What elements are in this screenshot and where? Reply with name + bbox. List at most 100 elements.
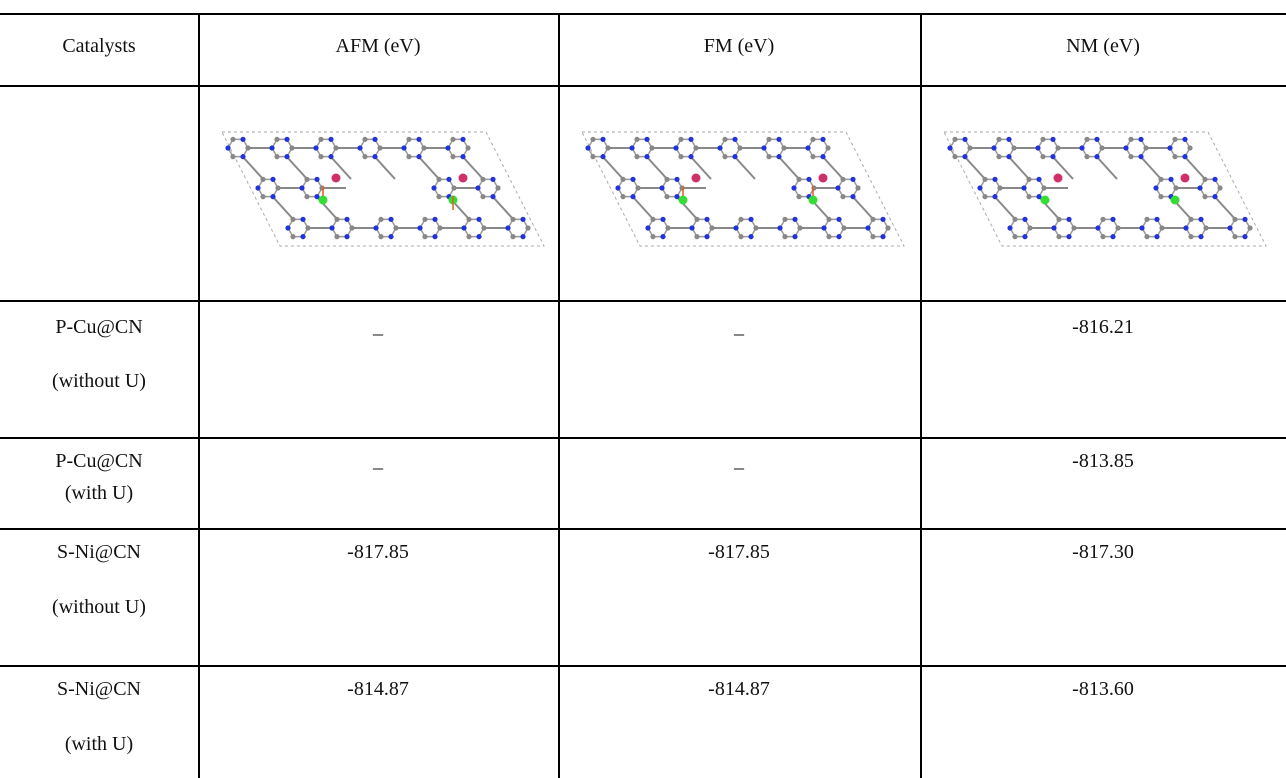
atom [1144, 234, 1149, 239]
ring [1230, 219, 1250, 236]
atom [274, 154, 279, 159]
atom [304, 177, 309, 182]
atom [1173, 185, 1178, 190]
atom [1242, 217, 1247, 222]
bond [633, 197, 653, 219]
atom [996, 137, 1001, 142]
atom [840, 177, 845, 182]
ring [434, 179, 454, 196]
atom [1011, 145, 1016, 150]
atom [996, 154, 1001, 159]
atom [678, 137, 683, 142]
atom [962, 137, 967, 142]
atom [300, 217, 305, 222]
atom [1197, 185, 1202, 190]
ring [228, 139, 248, 156]
ring [764, 139, 784, 156]
bond [1141, 157, 1161, 179]
atom [1203, 225, 1208, 230]
ring [258, 179, 278, 196]
atom [299, 185, 304, 190]
atom [421, 145, 426, 150]
atom [393, 225, 398, 230]
atom [805, 145, 810, 150]
dopant-atom [1181, 174, 1190, 183]
ring [1186, 219, 1206, 236]
atom [678, 154, 683, 159]
atom [451, 185, 456, 190]
atom [841, 225, 846, 230]
atom [362, 154, 367, 159]
ring [420, 219, 440, 236]
metal-atom [1041, 196, 1050, 205]
atom [826, 217, 831, 222]
dopant-atom [459, 174, 468, 183]
atom [722, 154, 727, 159]
atom [660, 217, 665, 222]
atom [982, 177, 987, 182]
metal-atom [319, 196, 328, 205]
atom [659, 185, 664, 190]
atom [635, 185, 640, 190]
atom [1143, 145, 1148, 150]
atom [372, 154, 377, 159]
catalyst-condition: (with U) [0, 482, 198, 505]
atom [305, 225, 310, 230]
atom [1055, 145, 1060, 150]
ring [448, 139, 468, 156]
energy-value: -817.30 [920, 541, 1286, 564]
atom [1167, 145, 1172, 150]
atom [992, 177, 997, 182]
atom [782, 217, 787, 222]
atom [792, 217, 797, 222]
atom [1035, 145, 1040, 150]
atom [977, 185, 982, 190]
atom [431, 185, 436, 190]
atom [1198, 234, 1203, 239]
rule [0, 437, 1286, 439]
atom [836, 217, 841, 222]
document: CatalystsAFM (eV)FM (eV)NM (eV)P-Cu@CN(w… [0, 0, 1286, 778]
atom [260, 177, 265, 182]
catalyst-name: S-Ni@CN [0, 678, 198, 701]
atom [781, 145, 786, 150]
atom [520, 217, 525, 222]
ring [824, 219, 844, 236]
atom [1012, 234, 1017, 239]
atom [644, 137, 649, 142]
atom [1094, 154, 1099, 159]
dopant-atom [819, 174, 828, 183]
rule [0, 85, 1286, 87]
atom [445, 145, 450, 150]
atom [992, 194, 997, 199]
atom [855, 185, 860, 190]
atom [1212, 194, 1217, 199]
atom [1212, 177, 1217, 182]
catalyst-condition: (with U) [0, 733, 198, 756]
bond [735, 157, 755, 179]
atom [344, 217, 349, 222]
atom [344, 234, 349, 239]
atom [650, 217, 655, 222]
ring [648, 219, 668, 236]
atom [230, 154, 235, 159]
atom [1232, 234, 1237, 239]
ring [478, 179, 498, 196]
atom [290, 217, 295, 222]
atom [349, 225, 354, 230]
energy-value: _ [558, 316, 920, 339]
ring [508, 219, 528, 236]
atom [240, 137, 245, 142]
bond [995, 197, 1015, 219]
atom [1227, 225, 1232, 230]
bond [965, 157, 985, 179]
atom [1172, 154, 1177, 159]
atom [748, 217, 753, 222]
atom [1040, 154, 1045, 159]
atom [1139, 225, 1144, 230]
atom [333, 145, 338, 150]
atom [1027, 225, 1032, 230]
atom [1022, 234, 1027, 239]
atom [792, 234, 797, 239]
ring [404, 139, 424, 156]
